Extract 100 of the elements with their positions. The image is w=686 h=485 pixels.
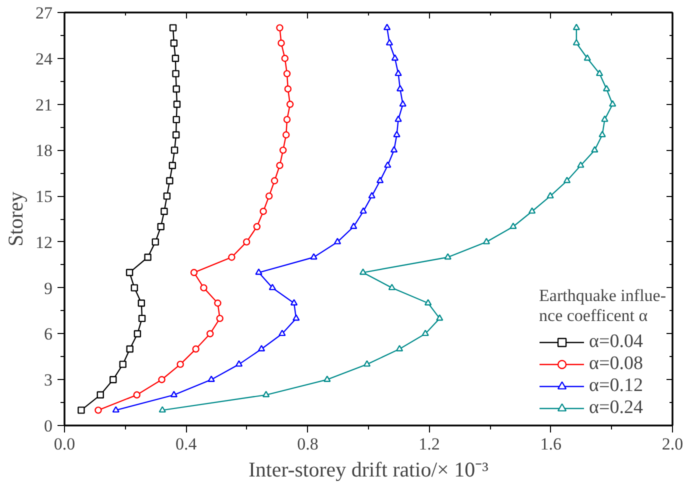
point bbox=[424, 299, 432, 306]
point bbox=[134, 330, 142, 338]
x-axis-title: Inter-storey drift ratio/× 10⁻³ bbox=[248, 458, 488, 482]
point bbox=[258, 344, 266, 352]
point bbox=[528, 207, 536, 214]
point bbox=[396, 84, 404, 92]
point bbox=[376, 176, 384, 184]
y-tick-label: 18 bbox=[36, 141, 52, 160]
point bbox=[119, 360, 126, 368]
point bbox=[190, 268, 198, 276]
point bbox=[396, 344, 404, 352]
point bbox=[386, 39, 394, 46]
point bbox=[110, 376, 117, 384]
point bbox=[268, 284, 276, 290]
point bbox=[265, 192, 273, 200]
point bbox=[350, 222, 358, 229]
point bbox=[78, 406, 85, 414]
point bbox=[394, 70, 402, 76]
point bbox=[436, 314, 444, 321]
point bbox=[383, 24, 391, 30]
point bbox=[310, 253, 318, 260]
point bbox=[262, 390, 270, 398]
point bbox=[482, 238, 490, 244]
y-tick-label: 12 bbox=[36, 232, 52, 252]
point bbox=[596, 70, 604, 76]
y-axis-title: Storey bbox=[4, 191, 28, 246]
point bbox=[172, 85, 180, 93]
point bbox=[281, 54, 288, 62]
point bbox=[368, 192, 376, 198]
point bbox=[422, 330, 429, 336]
point bbox=[242, 238, 250, 246]
y-tick-label: 21 bbox=[36, 95, 52, 114]
point bbox=[168, 162, 176, 170]
point bbox=[283, 116, 291, 124]
point bbox=[363, 360, 371, 367]
legend-title: Earthquake influe- nce coefficent α bbox=[539, 286, 666, 326]
point bbox=[284, 85, 292, 93]
point bbox=[279, 146, 287, 154]
point bbox=[170, 39, 178, 47]
point bbox=[388, 284, 396, 290]
point bbox=[94, 406, 102, 414]
y-tick-label: 27 bbox=[36, 4, 53, 22]
y-tick-label: 9 bbox=[44, 278, 52, 298]
point bbox=[133, 391, 140, 398]
x-tick-label: 0.0 bbox=[54, 434, 76, 454]
point bbox=[394, 116, 402, 122]
point bbox=[444, 253, 452, 260]
y-tick-label: 24 bbox=[36, 49, 53, 68]
point bbox=[176, 360, 184, 368]
point bbox=[278, 330, 286, 336]
point bbox=[96, 391, 104, 399]
point bbox=[360, 207, 367, 214]
x-tick-label: 0.4 bbox=[175, 434, 198, 454]
point bbox=[172, 70, 180, 78]
point bbox=[235, 360, 243, 367]
point bbox=[208, 376, 215, 382]
legend-label: α=0.12 bbox=[589, 375, 643, 397]
y-tick-label: 15 bbox=[36, 187, 52, 206]
point bbox=[572, 24, 580, 30]
point bbox=[282, 131, 290, 138]
x-tick-label: 2.0 bbox=[662, 434, 684, 454]
y-tick-label: 0 bbox=[44, 416, 52, 436]
point bbox=[192, 345, 200, 353]
point bbox=[206, 330, 214, 338]
point bbox=[577, 161, 584, 168]
point bbox=[602, 84, 610, 92]
point bbox=[158, 376, 166, 384]
point bbox=[390, 146, 398, 152]
point bbox=[384, 161, 392, 168]
point bbox=[126, 268, 134, 276]
point bbox=[216, 314, 224, 322]
legend-label: α=0.24 bbox=[589, 397, 643, 419]
point bbox=[393, 130, 400, 138]
point bbox=[591, 146, 598, 152]
point bbox=[399, 100, 406, 107]
point bbox=[173, 100, 181, 108]
point bbox=[563, 176, 571, 184]
point bbox=[152, 238, 159, 246]
point bbox=[324, 376, 331, 382]
y-tick-label: 3 bbox=[44, 370, 52, 390]
point bbox=[138, 300, 146, 307]
point bbox=[172, 54, 180, 62]
point bbox=[598, 130, 606, 138]
point bbox=[276, 24, 284, 32]
point bbox=[130, 284, 138, 292]
point bbox=[510, 222, 517, 229]
point bbox=[584, 54, 591, 61]
point bbox=[172, 116, 180, 124]
point bbox=[276, 162, 284, 170]
point bbox=[138, 314, 146, 322]
point bbox=[255, 268, 262, 275]
point bbox=[260, 208, 267, 215]
legend-label: α=0.08 bbox=[589, 353, 643, 375]
point bbox=[144, 254, 152, 261]
point bbox=[292, 314, 300, 321]
point bbox=[253, 223, 261, 230]
x-tick-label: 1.6 bbox=[540, 434, 562, 454]
point bbox=[157, 223, 164, 230]
point bbox=[160, 208, 168, 215]
point bbox=[270, 177, 278, 184]
